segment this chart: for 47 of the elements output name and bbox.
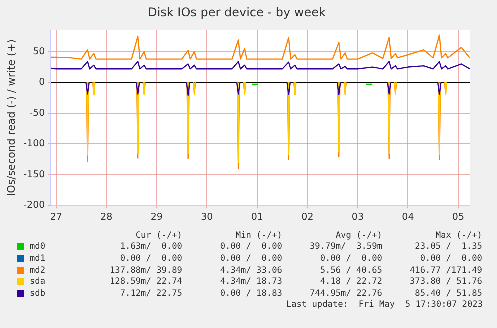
x-tick-label: 02 [302,212,314,223]
x-tick-label: 05 [452,212,465,223]
text: 7.12m/ 22.75 [119,288,182,300]
x-tick-label: 28 [100,212,113,223]
text: Avg (-/+) [334,230,382,242]
text: Last update: Fri May 5 17:30:07 2023 [286,300,483,310]
text: 137.88m/ 39.89 [110,264,182,276]
text: 4.18 / 22.72 [319,276,382,288]
text: 0.00 / 0.00 [419,253,482,265]
text: 1.63m/ 0.00 [119,242,182,254]
legend-label: md2 [29,264,47,276]
text: 39.79m/ 3.59m [309,242,382,254]
text: 416.77 /171.49 [409,264,482,276]
y-tick-label: 0 [39,77,46,88]
text: 373.80 / 51.76 [409,276,482,288]
legend-label: md1 [29,253,47,265]
x-tick-label: 29 [150,212,163,223]
x-tick-label: 27 [50,212,62,223]
text: 0.00 / 0.00 [319,253,382,265]
text: 0.00 / 0.00 [219,242,282,254]
y-tick-label: 50 [33,46,46,58]
text: 0.00 / 0.00 [219,253,282,265]
text: 128.59m/ 22.74 [110,276,182,288]
legend-label: sdb [29,288,47,300]
x-tick-label: 04 [402,212,414,223]
text: 85.40 / 51.85 [414,288,482,300]
text: 0.00 / 18.83 [219,288,282,300]
x-tick-label: 30 [201,212,214,223]
y-tick-label: -200 [24,200,46,212]
text: 4.34m/ 18.73 [219,276,282,288]
text: 0.00 / 0.00 [119,253,182,265]
y-tick-label: -50 [30,108,46,119]
x-tick-label: 01 [251,212,264,223]
chart-title: Disk IOs per device - by week [148,5,326,20]
y-tick-label: -150 [24,169,46,180]
text: 4.34m/ 33.06 [219,264,282,276]
text: Min (-/+) [234,230,282,242]
legend-label: md0 [29,242,47,254]
text: 5.56 / 40.65 [319,264,382,276]
text: 23.05 / 1.35 [414,242,482,254]
text: 744.95m/ 22.76 [309,288,382,300]
text: Max (-/+) [434,230,482,242]
x-tick-label: 03 [352,212,364,223]
text: Cur (-/+) [134,230,182,242]
legend-label: sda [29,276,47,288]
y-tick-label: -100 [24,138,46,150]
y-axis-title: IOs/second read (-) / write (+) [6,39,18,197]
